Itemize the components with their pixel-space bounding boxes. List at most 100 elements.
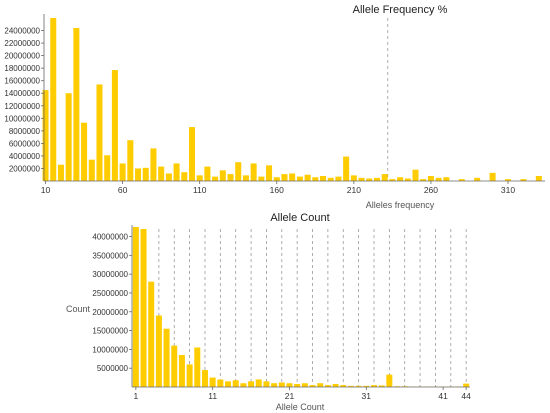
bar[interactable] (278, 382, 285, 387)
bar[interactable] (165, 173, 172, 181)
bar[interactable] (155, 315, 162, 387)
bar[interactable] (104, 155, 111, 181)
bar[interactable] (163, 328, 170, 387)
bar[interactable] (135, 168, 142, 181)
x-tick-label: 310 (501, 185, 515, 195)
bar[interactable] (271, 383, 278, 387)
bar[interactable] (317, 383, 324, 387)
bar[interactable] (132, 227, 139, 387)
bar[interactable] (212, 176, 219, 181)
bar[interactable] (366, 178, 373, 181)
bar[interactable] (301, 383, 308, 387)
bar[interactable] (81, 122, 88, 181)
bar[interactable] (73, 28, 80, 182)
bar[interactable] (57, 164, 64, 181)
bar[interactable] (235, 162, 242, 181)
bar[interactable] (347, 385, 354, 387)
bar[interactable] (340, 385, 347, 387)
bar[interactable] (248, 381, 255, 387)
bar[interactable] (535, 175, 542, 181)
bar[interactable] (119, 163, 126, 181)
bar[interactable] (181, 172, 188, 181)
bar[interactable] (332, 383, 339, 387)
bar[interactable] (335, 176, 342, 181)
bar[interactable] (370, 385, 377, 387)
bar[interactable] (520, 179, 527, 181)
y-tick-label: 16000000 (4, 77, 40, 86)
bar[interactable] (258, 176, 265, 181)
bar[interactable] (227, 174, 234, 181)
bar[interactable] (294, 383, 301, 387)
bar[interactable] (435, 177, 442, 181)
bar[interactable] (327, 177, 334, 181)
bar[interactable] (474, 177, 481, 181)
bar[interactable] (386, 374, 393, 387)
bar[interactable] (50, 18, 57, 181)
bar[interactable] (320, 175, 327, 181)
bar[interactable] (96, 84, 103, 181)
bar[interactable] (140, 229, 147, 387)
bar[interactable] (504, 179, 512, 181)
bar[interactable] (458, 179, 465, 181)
bar[interactable] (324, 385, 331, 387)
bar[interactable] (171, 345, 178, 387)
bar[interactable] (463, 383, 470, 387)
bar[interactable] (443, 177, 450, 181)
bar[interactable] (148, 281, 155, 387)
bar[interactable] (240, 383, 247, 387)
bar[interactable] (289, 173, 296, 181)
bar[interactable] (150, 148, 157, 181)
allele-count-x-label: Allele Count (276, 402, 325, 412)
bar[interactable] (350, 175, 357, 181)
bar[interactable] (158, 166, 165, 181)
bar[interactable] (65, 93, 72, 181)
bar[interactable] (219, 170, 226, 181)
bar[interactable] (355, 385, 362, 387)
bar[interactable] (186, 364, 193, 387)
bar[interactable] (232, 380, 239, 387)
bar[interactable] (404, 178, 411, 181)
bar[interactable] (281, 174, 288, 181)
bar[interactable] (489, 172, 496, 181)
bar[interactable] (312, 177, 319, 181)
bar[interactable] (343, 156, 350, 181)
bar[interactable] (363, 385, 370, 387)
bar[interactable] (225, 381, 232, 387)
bar[interactable] (142, 167, 149, 181)
bar[interactable] (204, 166, 211, 181)
bar[interactable] (263, 381, 270, 387)
bar[interactable] (309, 385, 316, 387)
bar[interactable] (42, 90, 49, 181)
bar[interactable] (304, 174, 311, 181)
bar[interactable] (273, 177, 280, 181)
bar[interactable] (88, 159, 95, 181)
allele-frequency-x-label: Alleles frequency (366, 200, 435, 210)
bar[interactable] (427, 175, 434, 181)
bar[interactable] (201, 370, 208, 387)
bar[interactable] (397, 177, 404, 181)
bar[interactable] (358, 177, 365, 181)
bar[interactable] (296, 176, 303, 181)
bar[interactable] (242, 175, 249, 181)
bar[interactable] (209, 377, 216, 387)
x-tick-label: 41 (438, 391, 448, 401)
bar[interactable] (250, 163, 257, 181)
bar[interactable] (178, 355, 185, 387)
bar[interactable] (194, 347, 201, 388)
bar[interactable] (412, 169, 419, 181)
bar[interactable] (381, 174, 388, 181)
bar[interactable] (373, 177, 380, 181)
bar[interactable] (127, 140, 134, 181)
bar[interactable] (255, 379, 262, 387)
bar[interactable] (173, 163, 180, 181)
bar[interactable] (196, 175, 203, 181)
bar[interactable] (217, 379, 224, 387)
bar[interactable] (378, 385, 385, 387)
bar[interactable] (420, 179, 427, 181)
bar[interactable] (188, 127, 195, 181)
bar[interactable] (389, 179, 396, 181)
bar[interactable] (266, 165, 273, 181)
bar[interactable] (111, 70, 118, 181)
bar[interactable] (286, 383, 293, 387)
